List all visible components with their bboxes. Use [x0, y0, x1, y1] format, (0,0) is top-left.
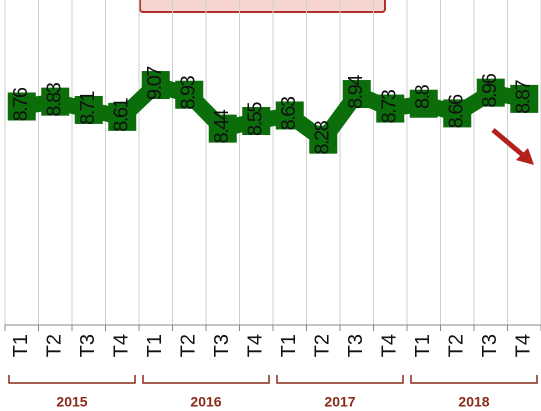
x-tick-label: T3	[77, 334, 99, 357]
data-label: 8.8	[412, 84, 434, 109]
x-tick-label: T2	[446, 334, 468, 357]
group-bracket	[410, 375, 538, 384]
marker	[7, 92, 36, 121]
marker	[141, 71, 170, 100]
x-tick-label: T2	[44, 334, 66, 357]
data-label: 8.63	[278, 96, 300, 130]
data-label: 8.73	[379, 89, 401, 123]
data-label: 9.07	[144, 66, 166, 100]
data-label: 8.66	[446, 94, 468, 128]
x-tick-label: T1	[412, 334, 434, 357]
data-label: 8.44	[211, 109, 233, 143]
marker	[275, 101, 304, 130]
data-label: 8.28	[312, 120, 334, 154]
x-tick-label: T2	[178, 334, 200, 357]
x-tick-label: T4	[245, 334, 267, 357]
x-tick-label: T1	[10, 334, 32, 357]
data-label: 8.61	[111, 97, 133, 131]
line	[20, 76, 526, 151]
marker	[342, 80, 371, 109]
marker	[41, 87, 70, 116]
data-label: 8.96	[479, 73, 501, 107]
group-label: 2018	[458, 394, 489, 410]
marker	[309, 125, 338, 154]
data-label: 8.55	[245, 102, 267, 136]
x-tick-label: T3	[345, 334, 367, 357]
plot: 8.76 8.83 8.71 8.61 9.07 8.93 8.44 8.55 8.63 8.28…	[4, 0, 541, 410]
x-tick-label: T4	[111, 334, 133, 357]
marker	[376, 94, 405, 123]
marker	[443, 99, 472, 128]
x-tick-label: T4	[513, 334, 535, 357]
marker	[510, 84, 539, 113]
marker	[476, 78, 505, 107]
data-label: 8.87	[513, 80, 535, 114]
data-label: 8.94	[345, 75, 367, 109]
marker	[74, 95, 103, 124]
group-bracket	[276, 375, 404, 384]
marker	[242, 107, 271, 136]
trend-arrow	[491, 128, 534, 165]
marker	[108, 102, 137, 131]
x-tick-label: T4	[379, 334, 401, 357]
marker	[409, 89, 438, 118]
marker	[175, 80, 204, 109]
x-tick-label: T1	[144, 334, 166, 357]
group-label: 2015	[56, 394, 87, 410]
group-bracket	[8, 375, 136, 384]
data-label: 8.71	[77, 91, 99, 125]
x-tick-label: T1	[278, 334, 300, 357]
title-box	[139, 0, 386, 13]
x-tick-label: T2	[312, 334, 334, 357]
data-label: 8.93	[178, 75, 200, 109]
data-label: 8.83	[44, 82, 66, 116]
group-bracket	[142, 375, 270, 384]
group-label: 2017	[324, 394, 355, 410]
data-label: 8.76	[10, 87, 32, 121]
group-label: 2016	[190, 394, 221, 410]
marker	[208, 114, 237, 143]
x-tick-label: T3	[479, 334, 501, 357]
x-tick-label: T3	[211, 334, 233, 357]
